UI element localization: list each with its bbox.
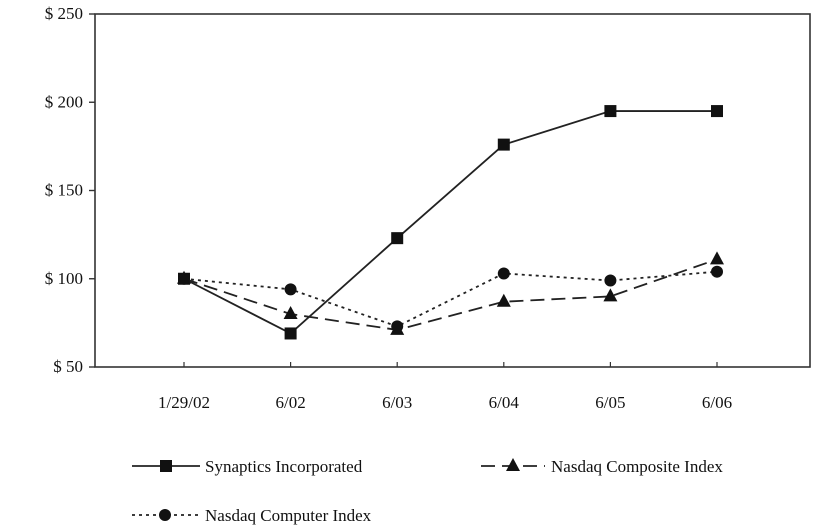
legend-label: Nasdaq Composite Index xyxy=(551,457,723,476)
data-point xyxy=(497,138,510,151)
data-point xyxy=(391,232,404,245)
legend-marker xyxy=(159,509,171,521)
data-point xyxy=(604,274,617,287)
legend-item: Synaptics Incorporated xyxy=(132,457,363,476)
legend-item: Nasdaq Computer Index xyxy=(132,506,372,525)
series-1 xyxy=(177,251,724,335)
legend-item: Nasdaq Composite Index xyxy=(481,457,723,476)
data-point xyxy=(711,265,723,278)
legend-marker xyxy=(506,458,520,471)
y-tick-label: $ 150 xyxy=(45,181,83,200)
data-point xyxy=(710,251,724,265)
data-point xyxy=(603,288,618,302)
data-point xyxy=(497,267,510,280)
x-tick-label: 6/06 xyxy=(702,393,732,412)
y-tick-label: $ 200 xyxy=(45,92,83,111)
series-0 xyxy=(178,105,723,340)
data-point xyxy=(284,283,297,296)
x-tick-label: 6/02 xyxy=(275,393,305,412)
data-point xyxy=(711,105,723,118)
series-2 xyxy=(178,265,723,333)
data-point xyxy=(604,105,617,118)
series-layer xyxy=(177,105,724,340)
x-tick-label: 6/04 xyxy=(489,393,520,412)
x-axis: 1/29/02 6/02 6/03 6/04 6/05 6/06 xyxy=(158,362,732,412)
data-point xyxy=(283,306,298,320)
x-tick-label: 1/29/02 xyxy=(158,393,210,412)
x-tick-label: 6/05 xyxy=(595,393,625,412)
y-tick-label: $ 250 xyxy=(45,4,83,23)
x-tick-label: 6/03 xyxy=(382,393,412,412)
y-tick-label: $ 50 xyxy=(53,357,83,376)
legend-marker xyxy=(160,460,172,472)
data-point xyxy=(496,293,511,307)
data-point xyxy=(178,272,190,285)
legend: Synaptics Incorporated Nasdaq Composite I… xyxy=(132,457,723,525)
series-line xyxy=(183,258,718,331)
legend-label: Synaptics Incorporated xyxy=(205,457,363,476)
legend-label: Nasdaq Computer Index xyxy=(205,506,372,525)
series-line xyxy=(183,110,717,335)
data-point xyxy=(391,320,404,333)
series-line xyxy=(183,270,718,328)
y-tick-label: $ 100 xyxy=(45,269,83,288)
data-point xyxy=(284,327,297,340)
y-axis: $ 50 $ 100 $ 150 $ 200 $ 250 xyxy=(45,4,95,376)
